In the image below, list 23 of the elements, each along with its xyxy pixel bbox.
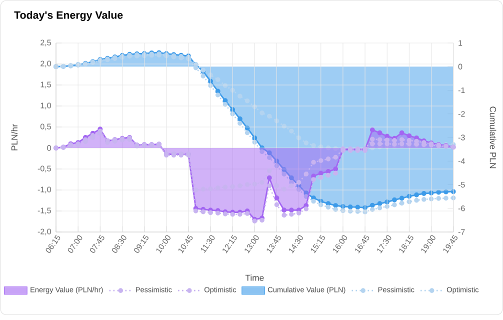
- y-tick-label: 1,0: [40, 102, 51, 110]
- y-tick-label: -2,0: [38, 228, 51, 236]
- y-tick-label: 0,5: [40, 124, 51, 130]
- y2-tick-label: 1: [458, 40, 462, 46]
- y2-tick-label: -2: [458, 111, 465, 117]
- y-tick-label: -1,5: [38, 208, 51, 214]
- x-axis-title: Time: [245, 274, 264, 281]
- y2-axis-title: Cumulative PLN: [490, 106, 496, 168]
- y-tick-label: 1,5: [40, 82, 51, 88]
- y2-tick-label: -6: [458, 206, 465, 212]
- y2-tick-label: -3: [458, 134, 465, 140]
- y-axis-title: PLN/hr: [11, 124, 18, 150]
- y2-tick-label: -1: [458, 87, 465, 93]
- y2-tick-label: 0: [458, 64, 462, 70]
- y-tick-label: 0: [47, 145, 51, 151]
- y2-tick-label: -7: [458, 229, 465, 235]
- y-tick-label: 2,5: [40, 40, 51, 46]
- y-tick-label: -0,5: [38, 166, 51, 172]
- y-tick-label: 2,0: [40, 60, 51, 68]
- y-tick-label: -1,0: [38, 186, 51, 194]
- chart-title: Today's Energy Value: [14, 10, 123, 21]
- y2-tick-label: -5: [458, 182, 465, 188]
- y2-tick-label: -4: [458, 158, 465, 164]
